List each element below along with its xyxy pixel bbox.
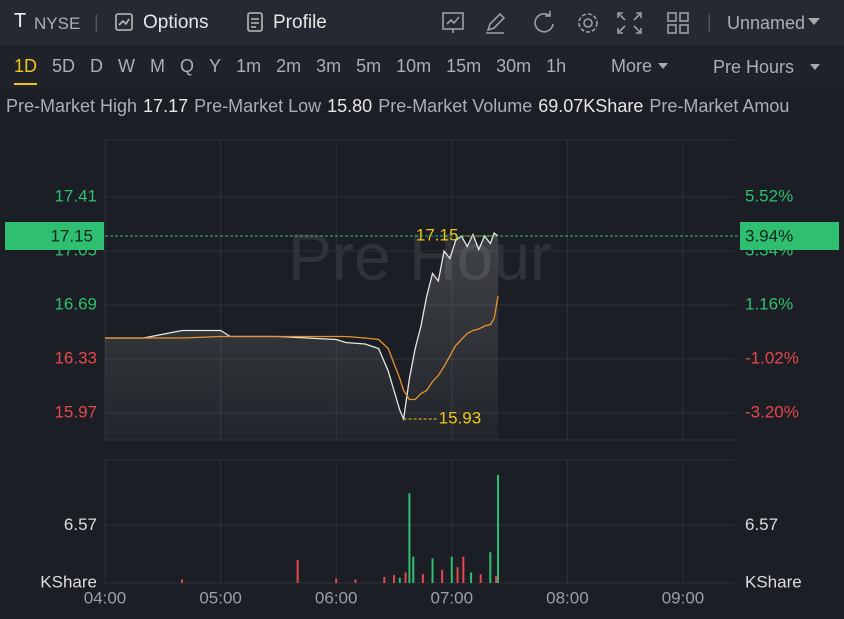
- y-tick-label: 16.69: [54, 294, 97, 313]
- toolbar-icons[interactable]: [440, 10, 700, 36]
- volume-unit: KShare: [745, 572, 802, 591]
- session[interactable]: Pre Hours: [713, 57, 795, 77]
- stat-label: Pre-Market High: [6, 96, 138, 116]
- timeframe[interactable]: Q: [180, 56, 195, 76]
- current-price-box: [5, 222, 104, 250]
- volume-bar: [392, 575, 395, 583]
- stats-row: Pre-Market High 17.17 Pre-Market Low 15.80 P…: [6, 96, 844, 117]
- volume-bar: [431, 558, 434, 583]
- current-price-label: 17.15: [50, 226, 93, 245]
- y-tick-label: 17.41: [54, 186, 97, 205]
- exchange: NYSE: [34, 14, 81, 33]
- x-tick-label: 04:00: [84, 588, 127, 607]
- y2-tick-label: 5.52%: [745, 186, 793, 205]
- volume-bar: [335, 578, 338, 583]
- dropdown-arrow: [808, 18, 820, 25]
- volume-tick-label: 6.57: [745, 515, 778, 534]
- volume-bar: [479, 574, 482, 583]
- volume-bar: [404, 572, 407, 583]
- volume-bar: [398, 577, 401, 583]
- y2-tick-label: -3.20%: [745, 402, 799, 421]
- timeframe[interactable]: 2m: [276, 56, 302, 76]
- timeframe[interactable]: 1D: [14, 56, 38, 85]
- watermark: Pre Hour: [288, 219, 552, 293]
- tab[interactable]: Profile: [273, 12, 327, 33]
- volume-bar: [497, 474, 500, 583]
- stat-value: 17.17: [143, 96, 189, 116]
- volume-bar: [412, 556, 415, 583]
- timeframe[interactable]: 30m: [496, 56, 532, 76]
- y2-tick-label: -1.02%: [745, 348, 799, 367]
- stat-value: 15.80: [327, 96, 373, 116]
- timeframe-bar: 1D 5D D W M Q Y 1m 2m 3m 5m 10m 15m 30m 1h More Pre Ho…: [0, 45, 844, 89]
- timeframe[interactable]: D: [90, 56, 104, 76]
- timeframe[interactable]: M: [150, 56, 166, 76]
- volume-bar: [296, 560, 299, 583]
- stat-value: 69.07KShare: [538, 96, 644, 116]
- volume-tick-label: 6.57: [64, 515, 97, 534]
- timeframes: 1D 5D D W M Q Y 1m 2m 3m 5m 10m 15m 30m 1h: [14, 56, 566, 85]
- y2-tick-label: 1.16%: [745, 294, 793, 313]
- volume-bar: [462, 556, 465, 583]
- volume-bar: [495, 575, 498, 583]
- price-area: [105, 233, 499, 440]
- current-change-box: [740, 222, 839, 250]
- timeframe[interactable]: Y: [209, 56, 222, 76]
- volume-unit: KShare: [40, 572, 97, 591]
- tab[interactable]: Options: [143, 12, 209, 33]
- options-icon[interactable]: [114, 12, 134, 32]
- volume-bar: [408, 493, 411, 583]
- timeframe[interactable]: 10m: [396, 56, 432, 76]
- stat-label: Pre-Market Low: [194, 96, 322, 116]
- stat-label: Pre-Market Volume: [378, 96, 533, 116]
- timeframe[interactable]: 15m: [446, 56, 482, 76]
- volume-bar: [421, 574, 424, 583]
- y-tick-label: 15.97: [54, 402, 97, 421]
- timeframe[interactable]: W: [118, 56, 136, 76]
- x-tick-label: 07:00: [431, 588, 474, 607]
- x-tick-label: 06:00: [315, 588, 358, 607]
- timeframe[interactable]: 3m: [316, 56, 342, 76]
- timeframe[interactable]: 5m: [356, 56, 382, 76]
- volume-bar: [456, 567, 459, 583]
- volume-bar: [470, 572, 473, 583]
- top-bar: T NYSE | Options Profile | Unnamed: [0, 0, 844, 45]
- volume-bar: [441, 569, 444, 583]
- dropdown-arrow: [810, 64, 820, 70]
- timeframe[interactable]: 1m: [236, 56, 262, 76]
- x-tick-label: 05:00: [199, 588, 242, 607]
- more[interactable]: More: [611, 56, 653, 76]
- volume-bar: [383, 576, 386, 583]
- x-tick-label: 08:00: [546, 588, 589, 607]
- profile-icon[interactable]: [246, 12, 264, 32]
- volume-bar: [489, 552, 492, 583]
- volume-bar: [450, 556, 453, 583]
- low-label: 15.93: [439, 408, 482, 427]
- layout-name[interactable]: Unnamed: [727, 13, 806, 33]
- x-tick-label: 09:00: [662, 588, 705, 607]
- volume-bar: [354, 579, 357, 583]
- volume-bar: [181, 579, 184, 583]
- stat-label: Pre-Market Amou: [649, 96, 790, 116]
- y-tick-label: 16.33: [54, 348, 97, 367]
- symbol: T: [14, 10, 27, 32]
- current-change-label: 3.94%: [745, 226, 793, 245]
- dropdown-arrow: [658, 63, 668, 69]
- timeframe[interactable]: 5D: [52, 56, 76, 76]
- high-label: 17.15: [416, 225, 459, 244]
- timeframe[interactable]: 1h: [546, 56, 567, 76]
- price-line: [105, 295, 499, 401]
